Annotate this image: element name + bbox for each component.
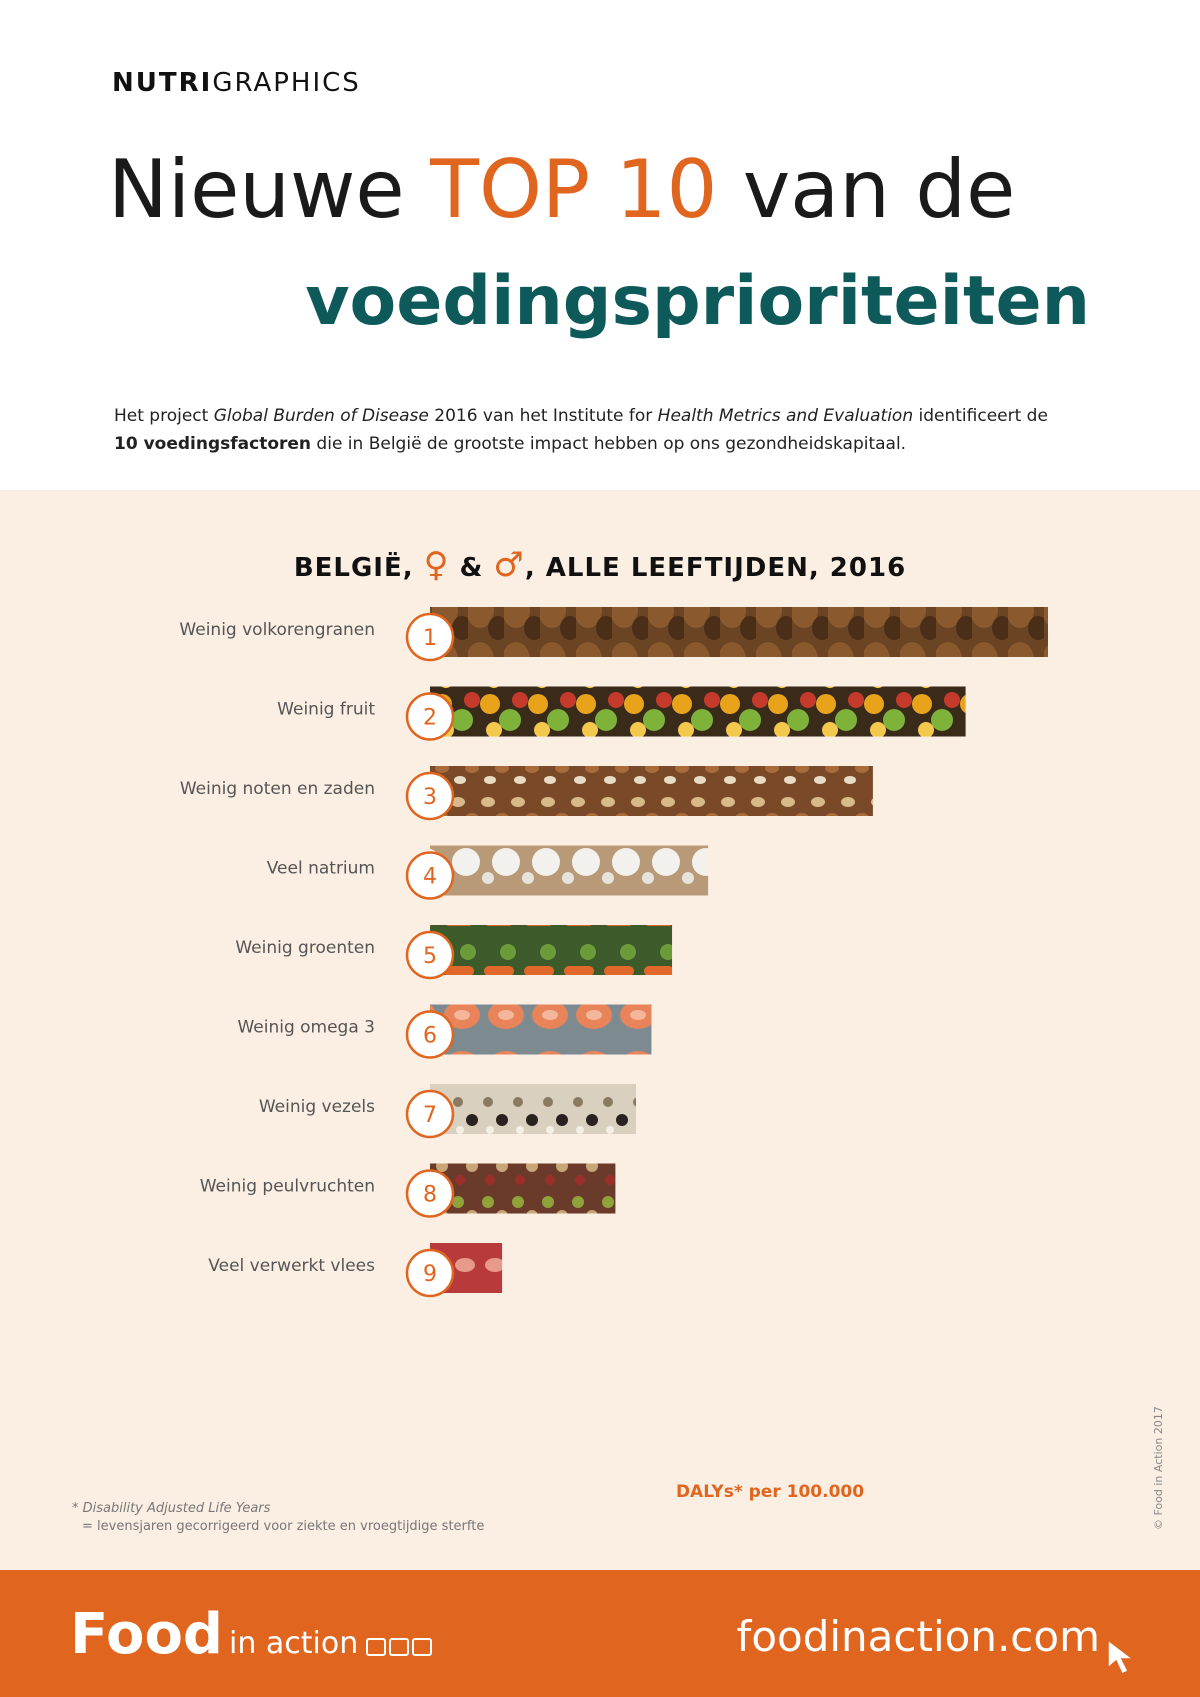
rank-number: 7 (423, 1103, 437, 1128)
bar-3 (430, 766, 873, 816)
footer-bar (0, 1570, 1200, 1697)
rank-number: 1 (423, 626, 437, 651)
rank-badge (405, 612, 455, 662)
category-label: Veel natrium (267, 859, 375, 879)
rank-badge (405, 692, 455, 741)
bar-1 (430, 607, 1048, 657)
bar-4 (430, 845, 709, 896)
brand-label: NUTRIGRAPHICS (112, 68, 361, 98)
bar-7 (430, 1084, 636, 1134)
category-label: Weinig groenten (235, 938, 375, 958)
cursor-icon (1107, 1638, 1136, 1676)
rank-badge (405, 930, 455, 980)
bar-8 (430, 1163, 616, 1214)
bars-layer (430, 607, 1048, 1293)
logo-boxes-icon (366, 1637, 435, 1660)
labels-layer: Weinig volkorengranen 1 Weinig fruit 2 Weini… (179, 612, 455, 1298)
rank-number: 2 (423, 706, 437, 731)
male-icon: ♂ (493, 545, 525, 585)
rank-number: 9 (423, 1262, 437, 1287)
rank-number: 6 (423, 1024, 437, 1049)
rank-number: 3 (423, 785, 437, 810)
intro-text: Het project Global Burden of Disease 201… (114, 406, 1048, 454)
bar-5 (430, 925, 673, 975)
rank-badge (405, 851, 455, 900)
category-label: Weinig volkorengranen (179, 620, 375, 640)
rank-badge (405, 1248, 455, 1298)
category-label: Weinig fruit (277, 700, 375, 720)
bar-6 (430, 1004, 652, 1055)
bar-chart: Weinig volkorengranen 1 Weinig fruit 2 Weini… (179, 607, 1048, 1298)
rank-badge (405, 771, 455, 821)
page-title: Nieuwe TOP 10 van de (108, 143, 1016, 236)
female-icon: ♀ (423, 545, 450, 585)
food-in-action-logo[interactable]: Food in action (70, 1602, 435, 1667)
category-label: Weinig omega 3 (237, 1018, 375, 1038)
page-title-line2: voedingsprioriteiten (305, 262, 1090, 341)
rank-badge (405, 1010, 455, 1059)
footnote: * Disability Adjusted Life Years = leven… (72, 1501, 485, 1534)
bar-2 (430, 686, 966, 737)
rank-badge (405, 1169, 455, 1218)
category-label: Weinig noten en zaden (180, 779, 375, 799)
website-link[interactable]: foodinaction.com (736, 1612, 1100, 1661)
category-label: Weinig vezels (259, 1097, 375, 1117)
rank-number: 4 (423, 865, 437, 890)
category-label: Weinig peulvruchten (200, 1177, 375, 1197)
rank-number: 5 (423, 944, 437, 969)
category-label: Veel verwerkt vlees (208, 1256, 375, 1276)
chart-title: BELGIË, ♀ & ♂, ALLE LEEFTIJDEN, 2016 (293, 545, 907, 585)
title-accent: TOP 10 (430, 143, 718, 236)
rank-badge (405, 1089, 455, 1139)
header-section (0, 0, 1200, 490)
rank-number: 8 (423, 1183, 437, 1208)
copyright: © Food in Action 2017 (1152, 1406, 1165, 1530)
x-axis-title: DALYs* per 100.000 (675, 1482, 865, 1502)
